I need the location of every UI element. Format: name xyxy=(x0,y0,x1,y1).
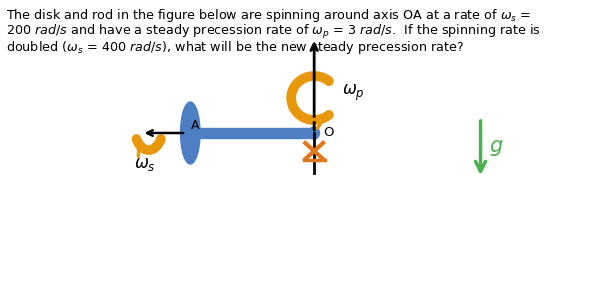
Text: doubled ($\omega_s$ = 400 $\mathit{rad/s}$), what will be the new steady precess: doubled ($\omega_s$ = 400 $\mathit{rad/s… xyxy=(6,39,464,56)
Text: The disk and rod in the figure below are spinning around axis OA at a rate of $\: The disk and rod in the figure below are… xyxy=(6,7,532,24)
Text: $\omega_s$: $\omega_s$ xyxy=(134,155,156,173)
Text: A: A xyxy=(191,118,199,132)
Bar xyxy=(190,128,314,138)
Text: $\mathit{g}$: $\mathit{g}$ xyxy=(489,138,503,158)
Circle shape xyxy=(309,127,319,139)
Text: 200 $\mathit{rad/s}$ and have a steady precession rate of $\omega_p$ = 3 $\mathi: 200 $\mathit{rad/s}$ and have a steady p… xyxy=(6,23,541,41)
Text: $\omega_p$: $\omega_p$ xyxy=(342,83,365,103)
Text: O: O xyxy=(323,125,333,139)
Ellipse shape xyxy=(180,102,200,164)
